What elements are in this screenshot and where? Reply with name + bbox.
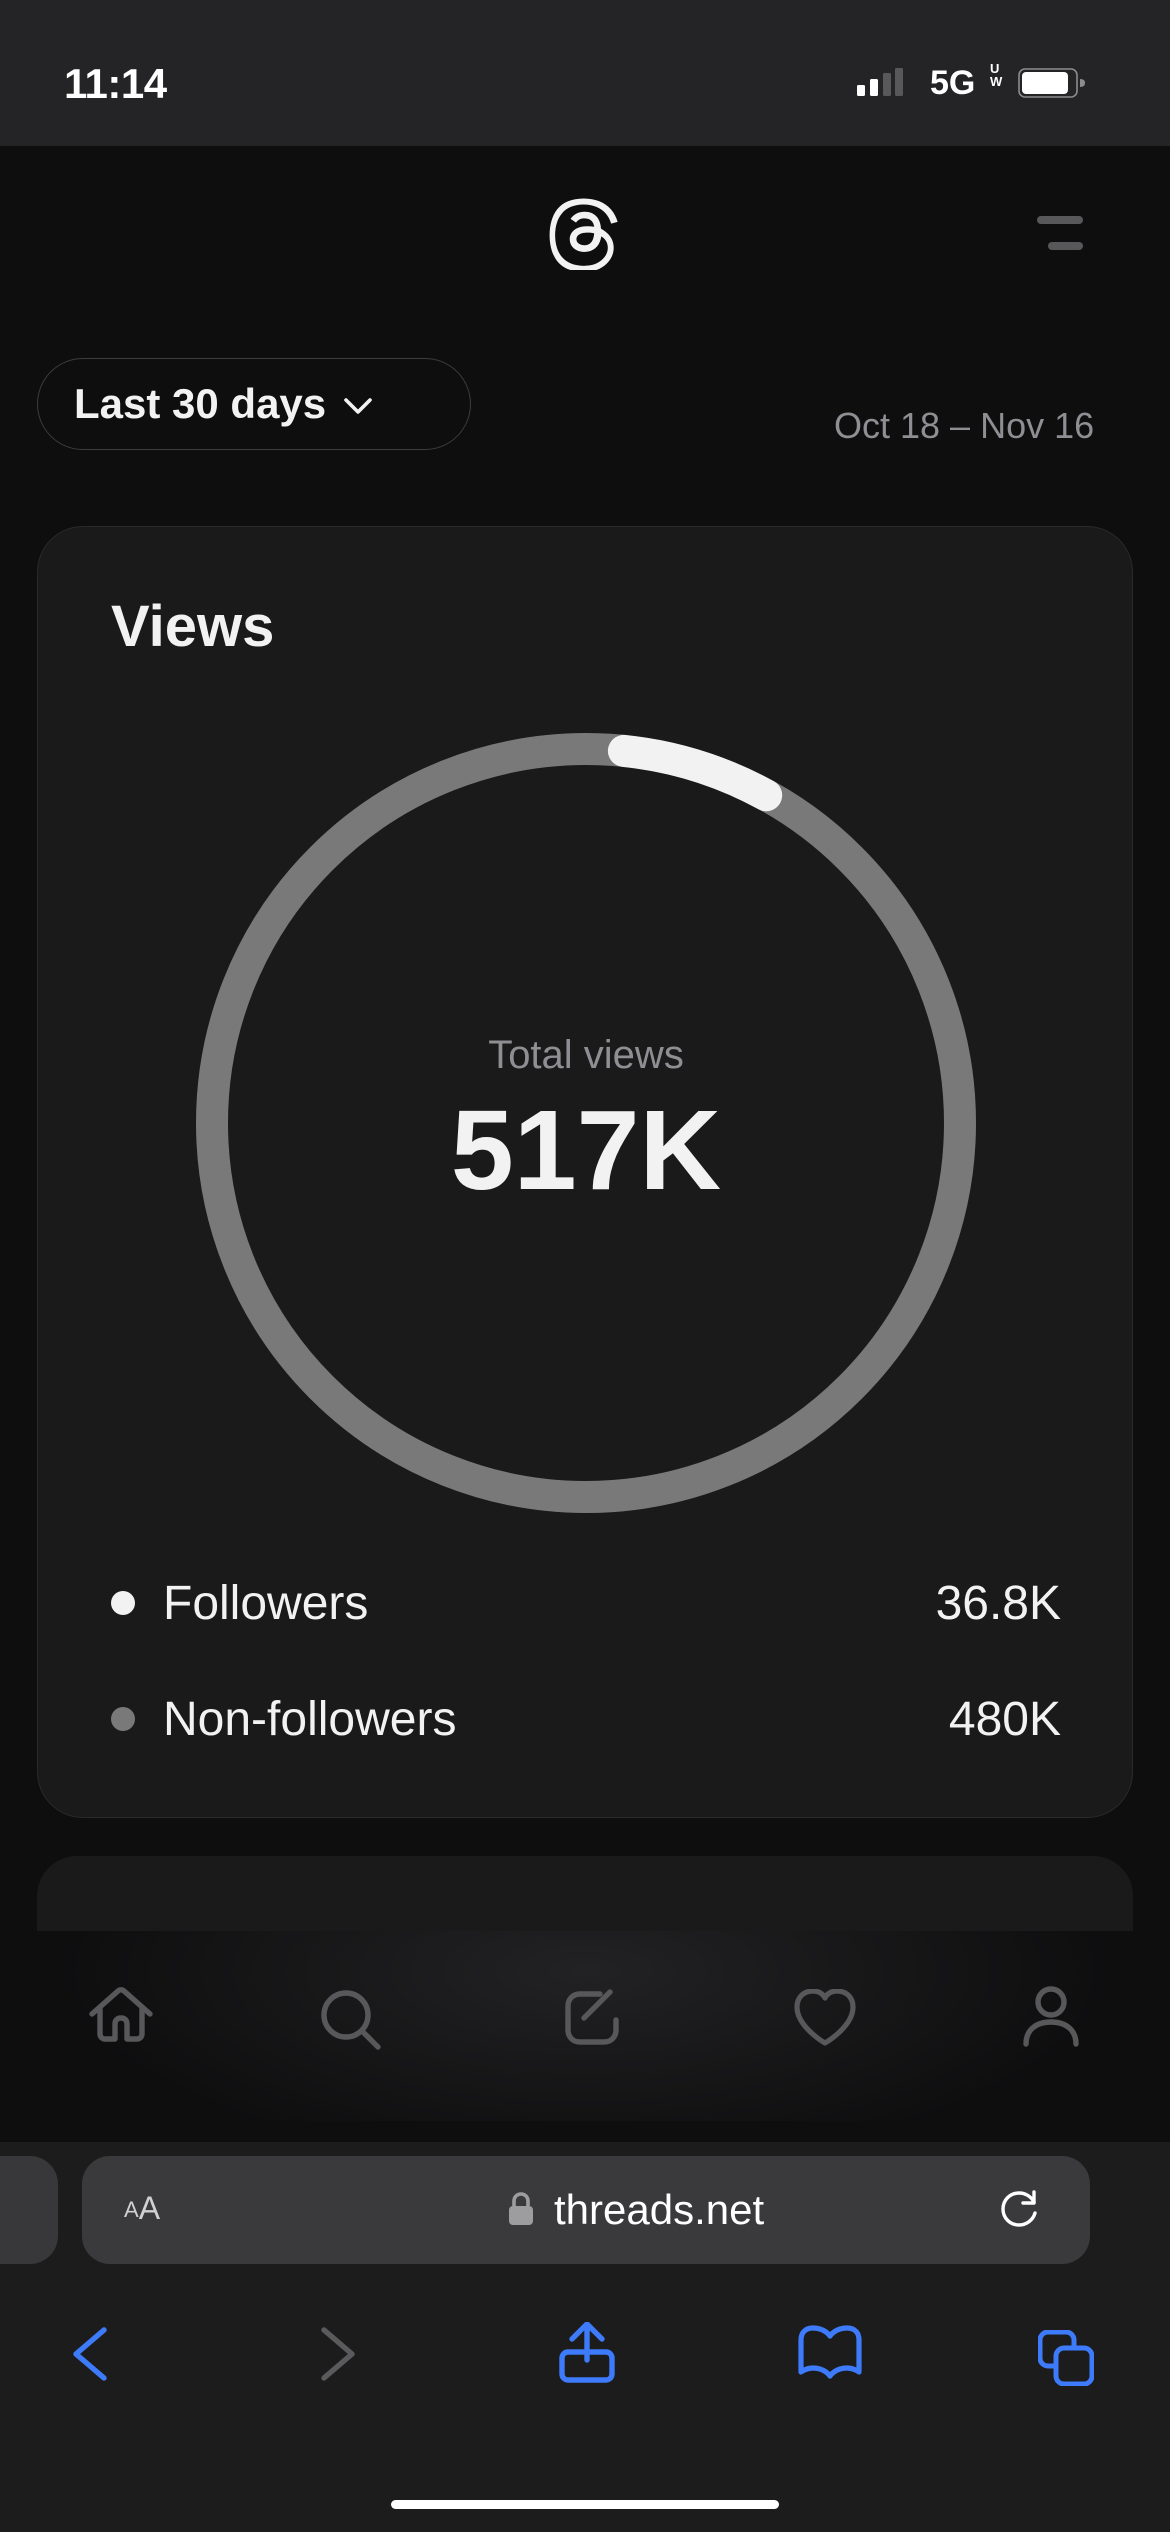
svg-text:Total views: Total views xyxy=(488,1033,684,1077)
svg-text:517K: 517K xyxy=(451,1087,721,1213)
